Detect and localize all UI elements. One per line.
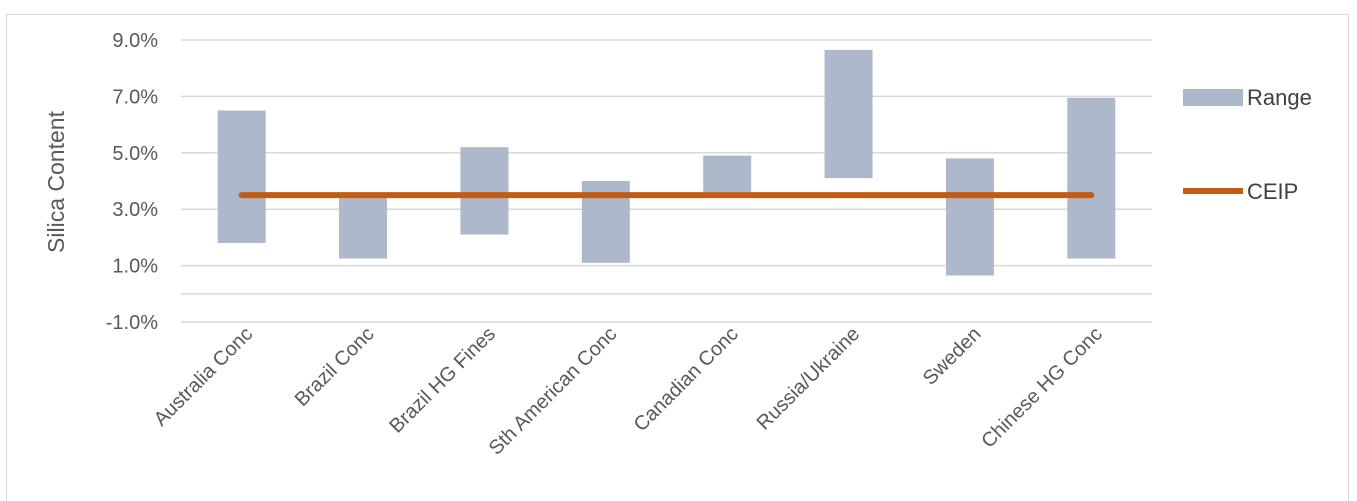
x-category-label: Chinese HG Conc (977, 323, 1107, 453)
gridlines (181, 39, 1152, 323)
range-bar (339, 195, 388, 259)
range-bars (217, 49, 1116, 276)
y-tick-label: 3.0% (112, 199, 158, 221)
range-bar (824, 49, 873, 179)
y-tick-label: 5.0% (112, 143, 158, 165)
x-category-label: Brazil HG Fines (385, 323, 500, 438)
x-category-label: Sweden (919, 323, 986, 390)
range-bar (460, 147, 509, 235)
y-tick-label: 9.0% (112, 30, 158, 52)
legend-ceip-label: CEIP (1247, 179, 1298, 204)
y-tick-label: 7.0% (112, 86, 158, 108)
x-category-label: Sth American Conc (485, 323, 622, 460)
legend-range-swatch (1183, 89, 1243, 106)
range-bar (1067, 97, 1116, 259)
range-bar (217, 110, 266, 244)
chart-frame (6, 14, 1349, 501)
y-tick-labels: -1.0% 1.0% 3.0% 5.0% 7.0% 9.0% (106, 30, 158, 334)
range-bar (703, 155, 752, 193)
x-category-label: Brazil Conc (291, 323, 379, 411)
x-category-label: Canadian Conc (630, 323, 743, 436)
x-category-label: Russia/Ukraine (753, 323, 864, 434)
legend-range-label: Range (1247, 85, 1312, 110)
legend: Range CEIP (1183, 85, 1312, 204)
y-tick-label: -1.0% (106, 312, 158, 334)
y-axis-label: Silica Content (43, 110, 69, 253)
range-bar (945, 158, 994, 276)
x-category-label: Australia Conc (150, 323, 258, 431)
y-tick-label: 1.0% (112, 256, 158, 278)
x-category-labels: Australia Conc Brazil Conc Brazil HG Fines… (150, 323, 1107, 460)
